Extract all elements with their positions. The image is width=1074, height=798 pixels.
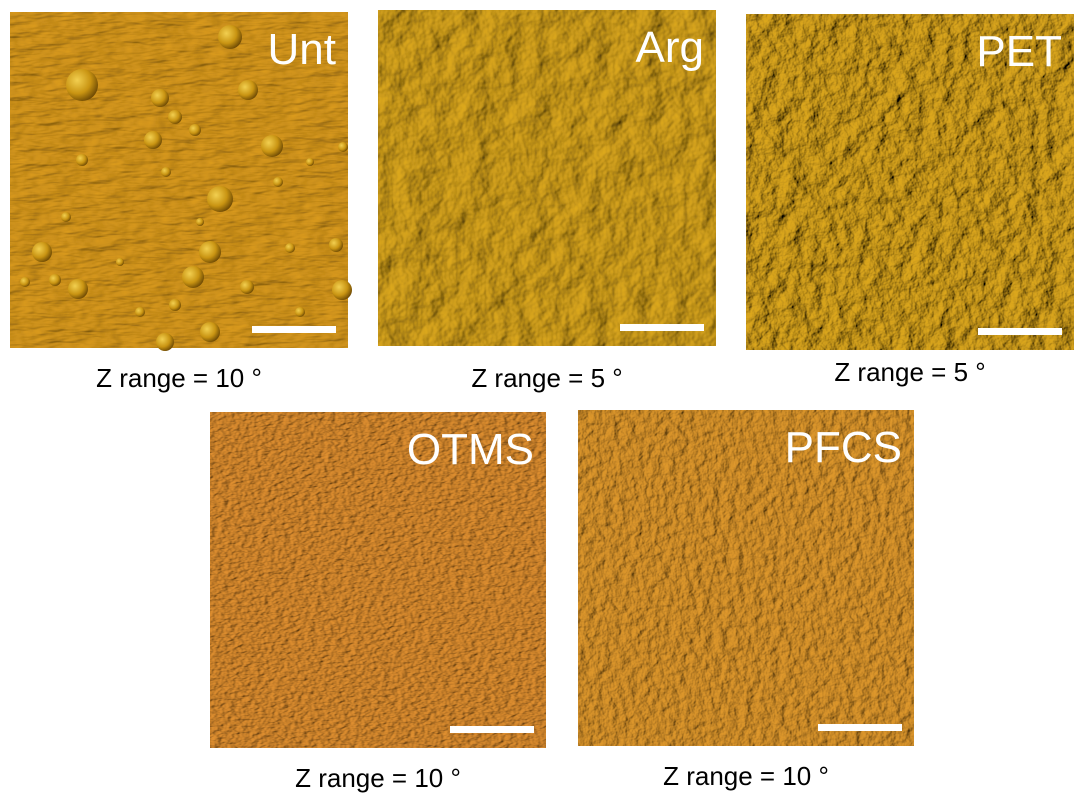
particle — [32, 242, 52, 262]
afm-image — [210, 412, 546, 748]
particle — [144, 131, 162, 149]
particle — [169, 299, 181, 311]
afm-image — [10, 12, 348, 348]
particle — [49, 274, 61, 286]
caption: Z range = 5 ° — [834, 357, 985, 387]
afm-panel: Arg Z range = 5 ° — [378, 10, 716, 393]
particle — [332, 280, 352, 300]
particle — [116, 258, 124, 266]
caption: Z range = 5 ° — [471, 363, 622, 393]
particle — [135, 307, 145, 317]
particle — [168, 110, 182, 124]
particle — [156, 333, 174, 351]
scale-bar — [450, 726, 534, 733]
particle — [199, 241, 221, 263]
panel-label: PFCS — [785, 423, 902, 472]
scale-bar — [252, 326, 336, 333]
particle — [20, 277, 30, 287]
panel-label: Unt — [268, 25, 336, 74]
particle — [196, 218, 204, 226]
panel-label: Arg — [636, 23, 704, 72]
particle — [273, 177, 283, 187]
caption: Z range = 10 ° — [295, 763, 461, 793]
particle — [161, 167, 171, 177]
particle — [61, 212, 71, 222]
particle — [151, 89, 169, 107]
particle — [218, 25, 242, 49]
afm-panel: PET Z range = 5 ° — [746, 14, 1074, 387]
scale-bar — [620, 324, 704, 331]
afm-panel: OTMS Z range = 10 ° — [210, 412, 546, 793]
particle — [261, 135, 283, 157]
afm-image — [378, 10, 716, 346]
particle — [200, 322, 220, 342]
caption: Z range = 10 ° — [96, 363, 262, 393]
panel-label: PET — [976, 27, 1062, 76]
afm-panel: PFCS Z range = 10 ° — [578, 410, 914, 791]
particle — [207, 186, 233, 212]
particle — [182, 266, 204, 288]
particle — [240, 280, 254, 294]
particle — [329, 238, 343, 252]
particle — [238, 80, 258, 100]
particle — [68, 279, 88, 299]
particle — [338, 142, 348, 152]
particle — [66, 69, 98, 101]
afm-panel: Unt Z range = 10 ° — [10, 12, 352, 393]
afm-image — [746, 14, 1074, 350]
panel-label: OTMS — [407, 425, 534, 474]
afm-image — [578, 410, 914, 746]
particle — [295, 307, 305, 317]
particle — [189, 124, 201, 136]
scale-bar — [818, 724, 902, 731]
particle — [285, 243, 295, 253]
caption: Z range = 10 ° — [663, 761, 829, 791]
particle — [76, 154, 88, 166]
scale-bar — [978, 328, 1062, 335]
particle — [306, 158, 314, 166]
